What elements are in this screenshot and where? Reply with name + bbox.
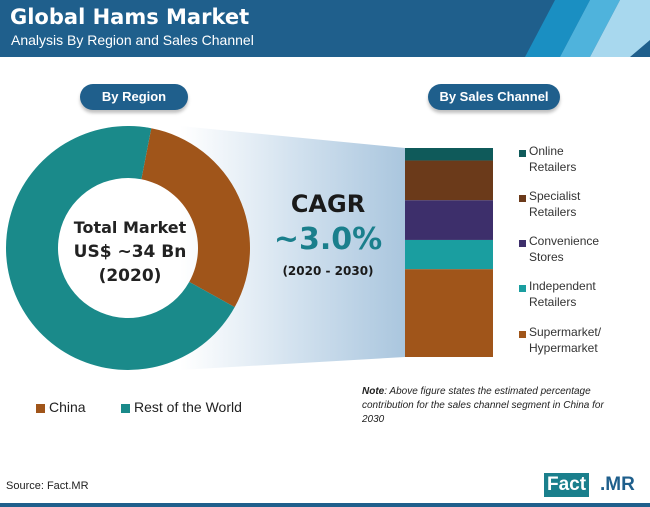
donut-slice-china [141, 128, 250, 308]
cagr-period: (2020 - 2030) [282, 264, 374, 278]
legend-swatch-china [36, 404, 45, 413]
legend-swatch-specialist [519, 195, 526, 202]
donut-slice-rest-of-world [5, 126, 235, 370]
projection-fan [180, 126, 405, 370]
bar-segment-convenience [405, 200, 493, 240]
legend-item-china: China [49, 399, 86, 415]
logo-part-mr: .MR [600, 474, 635, 495]
legend-label: Specialist [529, 189, 581, 203]
legend-swatch-rest-of-world [121, 404, 130, 413]
bar-segment-independent [405, 239, 493, 270]
bar-segment-supermarket [405, 269, 493, 357]
by-sales-channel-pill: By Sales Channel [428, 84, 560, 110]
cagr-value: ~3.0% [273, 222, 383, 257]
legend-item-convenience: Convenience Stores [529, 233, 599, 265]
header-banner: Global Hams Market Analysis By Region an… [0, 0, 650, 57]
bar-segment-online [405, 148, 493, 161]
bar-segment-specialist [405, 160, 493, 201]
legend-swatch-convenience [519, 240, 526, 247]
donut-center-line1: Total Market [73, 218, 187, 237]
cagr-label: CAGR [290, 190, 366, 218]
note-label: Note [362, 386, 385, 397]
legend-item-supermarket: Supermarket/ Hypermarket [529, 324, 601, 356]
footer-bar [0, 503, 650, 507]
legend-label: Retailers [529, 205, 577, 219]
region-donut [5, 126, 250, 370]
page-subtitle: Analysis By Region and Sales Channel [11, 32, 254, 48]
legend-item-independent: Independent Retailers [529, 278, 596, 310]
chart-note: Note: Above figure states the estimated … [362, 385, 622, 427]
legend-swatch-independent [519, 285, 526, 292]
logo-part-fact: Fact [544, 473, 590, 497]
legend-item-specialist: Specialist Retailers [529, 188, 580, 220]
legend-label: Retailers [529, 160, 577, 174]
source-text: Source: Fact.MR [6, 480, 89, 492]
channel-stacked-bar [405, 148, 493, 357]
note-text: : Above figure states the estimated perc… [362, 386, 604, 425]
page-title: Global Hams Market [10, 5, 250, 29]
legend-swatch-online [519, 150, 526, 157]
legend-swatch-supermarket [519, 331, 526, 338]
header-stripes [525, 0, 650, 57]
legend-label: Supermarket/ [529, 325, 602, 339]
legend-item-rest-of-world: Rest of the World [134, 399, 242, 415]
by-region-pill: By Region [80, 84, 188, 110]
legend-label: Retailers [529, 295, 577, 309]
legend-label: Convenience [529, 234, 600, 248]
legend-label: Stores [529, 250, 564, 264]
legend-label: Online [529, 144, 564, 158]
donut-center-line2: US$ ~34 Bn [73, 242, 187, 262]
legend-label: Hypermarket [529, 341, 598, 355]
legend-label: Independent [529, 279, 596, 293]
donut-center-line3: (2020) [98, 266, 162, 286]
legend-item-online: Online Retailers [529, 143, 576, 175]
